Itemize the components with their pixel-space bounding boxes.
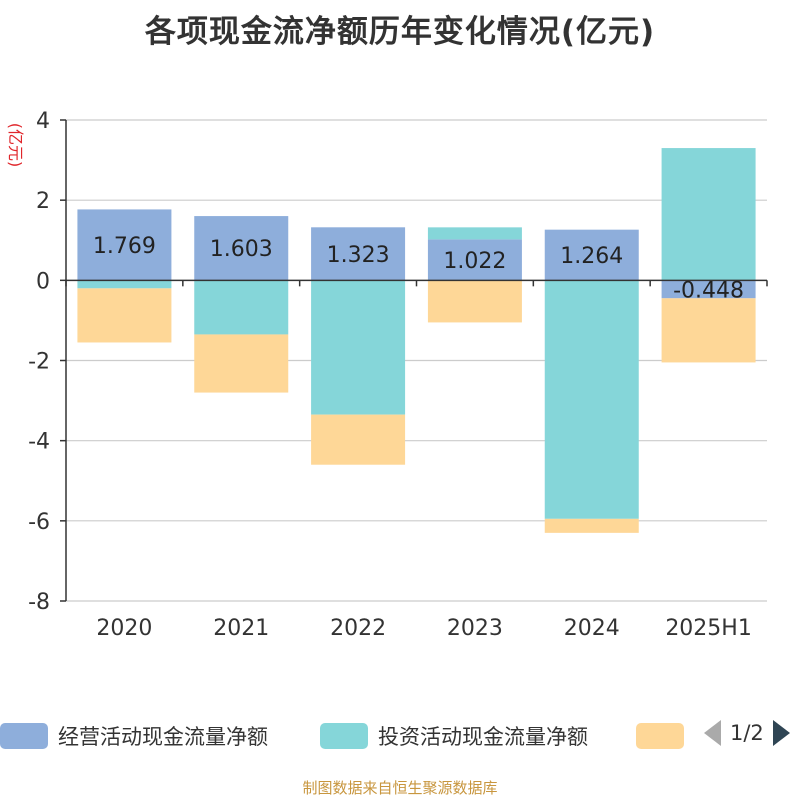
- legend-swatch-financing: [636, 723, 684, 749]
- data-label: -0.448: [673, 278, 744, 303]
- data-source-note: 制图数据来自恒生聚源数据库: [302, 779, 498, 797]
- y-axis-label: (亿元): [6, 123, 25, 168]
- legend-label-operating: 经营活动现金流量净额: [58, 725, 268, 749]
- bar-series-2-2021[interactable]: [194, 334, 289, 393]
- legend-swatch-investing: [320, 723, 368, 749]
- x-tick-label: 2021: [213, 616, 269, 641]
- bar-series-2-2025H1[interactable]: [661, 298, 756, 363]
- legend-pager: 1/2: [704, 720, 790, 746]
- bar-series-2-2020[interactable]: [77, 288, 172, 343]
- y-tick-label: -6: [28, 510, 50, 535]
- legend-label-investing: 投资活动现金流量净额: [378, 725, 588, 749]
- bar-series-1-2024[interactable]: [544, 280, 639, 519]
- bar-series-1-2020[interactable]: [77, 280, 172, 289]
- y-tick-label: -2: [28, 350, 50, 375]
- y-tick-label: 2: [36, 189, 50, 214]
- data-label: 1.022: [443, 249, 506, 274]
- legend-prev-arrow-icon[interactable]: [704, 720, 721, 746]
- data-label: 1.264: [560, 244, 623, 269]
- y-tick-label: -4: [28, 430, 50, 455]
- legend-page-indicator: 1/2: [730, 721, 764, 745]
- bar-series-2-2024[interactable]: [544, 518, 639, 533]
- x-tick-label: 2020: [96, 616, 152, 641]
- legend-next-arrow-icon[interactable]: [772, 720, 790, 746]
- y-tick-label: -8: [28, 590, 50, 615]
- bar-series-0-2022[interactable]: [311, 227, 406, 281]
- bar-series-1-2023[interactable]: [427, 227, 522, 240]
- bar-series-0-2025H1[interactable]: [661, 280, 756, 299]
- y-tick-label: 4: [36, 109, 50, 134]
- bar-series-1-2021[interactable]: [194, 280, 289, 335]
- legend-item-financing[interactable]: [636, 723, 684, 749]
- x-tick-label: 2025H1: [665, 616, 752, 641]
- bar-series-1-2025H1[interactable]: [661, 148, 756, 281]
- legend-item-investing[interactable]: 投资活动现金流量净额: [320, 721, 588, 751]
- chart-title: 各项现金流净额历年变化情况(亿元): [144, 14, 656, 50]
- bar-series-0-2024[interactable]: [544, 229, 639, 281]
- x-tick-label: 2023: [447, 616, 503, 641]
- data-label: 1.769: [93, 234, 156, 259]
- bar-series-0-2023[interactable]: [427, 239, 522, 281]
- bar-series-0-2021[interactable]: [194, 216, 289, 281]
- x-tick-label: 2022: [330, 616, 386, 641]
- bar-series-1-2022[interactable]: [311, 280, 406, 415]
- bar-series-2-2022[interactable]: [311, 414, 406, 465]
- bar-series-0-2020[interactable]: [77, 209, 172, 281]
- legend-swatch-operating: [0, 723, 48, 749]
- bar-series-2-2023[interactable]: [427, 280, 522, 323]
- y-tick-label: 0: [36, 269, 50, 294]
- x-tick-label: 2024: [564, 616, 620, 641]
- legend: 经营活动现金流量净额 投资活动现金流量净额: [0, 716, 800, 756]
- legend-item-operating[interactable]: 经营活动现金流量净额: [0, 721, 268, 751]
- data-label: 1.603: [210, 237, 273, 262]
- data-label: 1.323: [327, 243, 390, 268]
